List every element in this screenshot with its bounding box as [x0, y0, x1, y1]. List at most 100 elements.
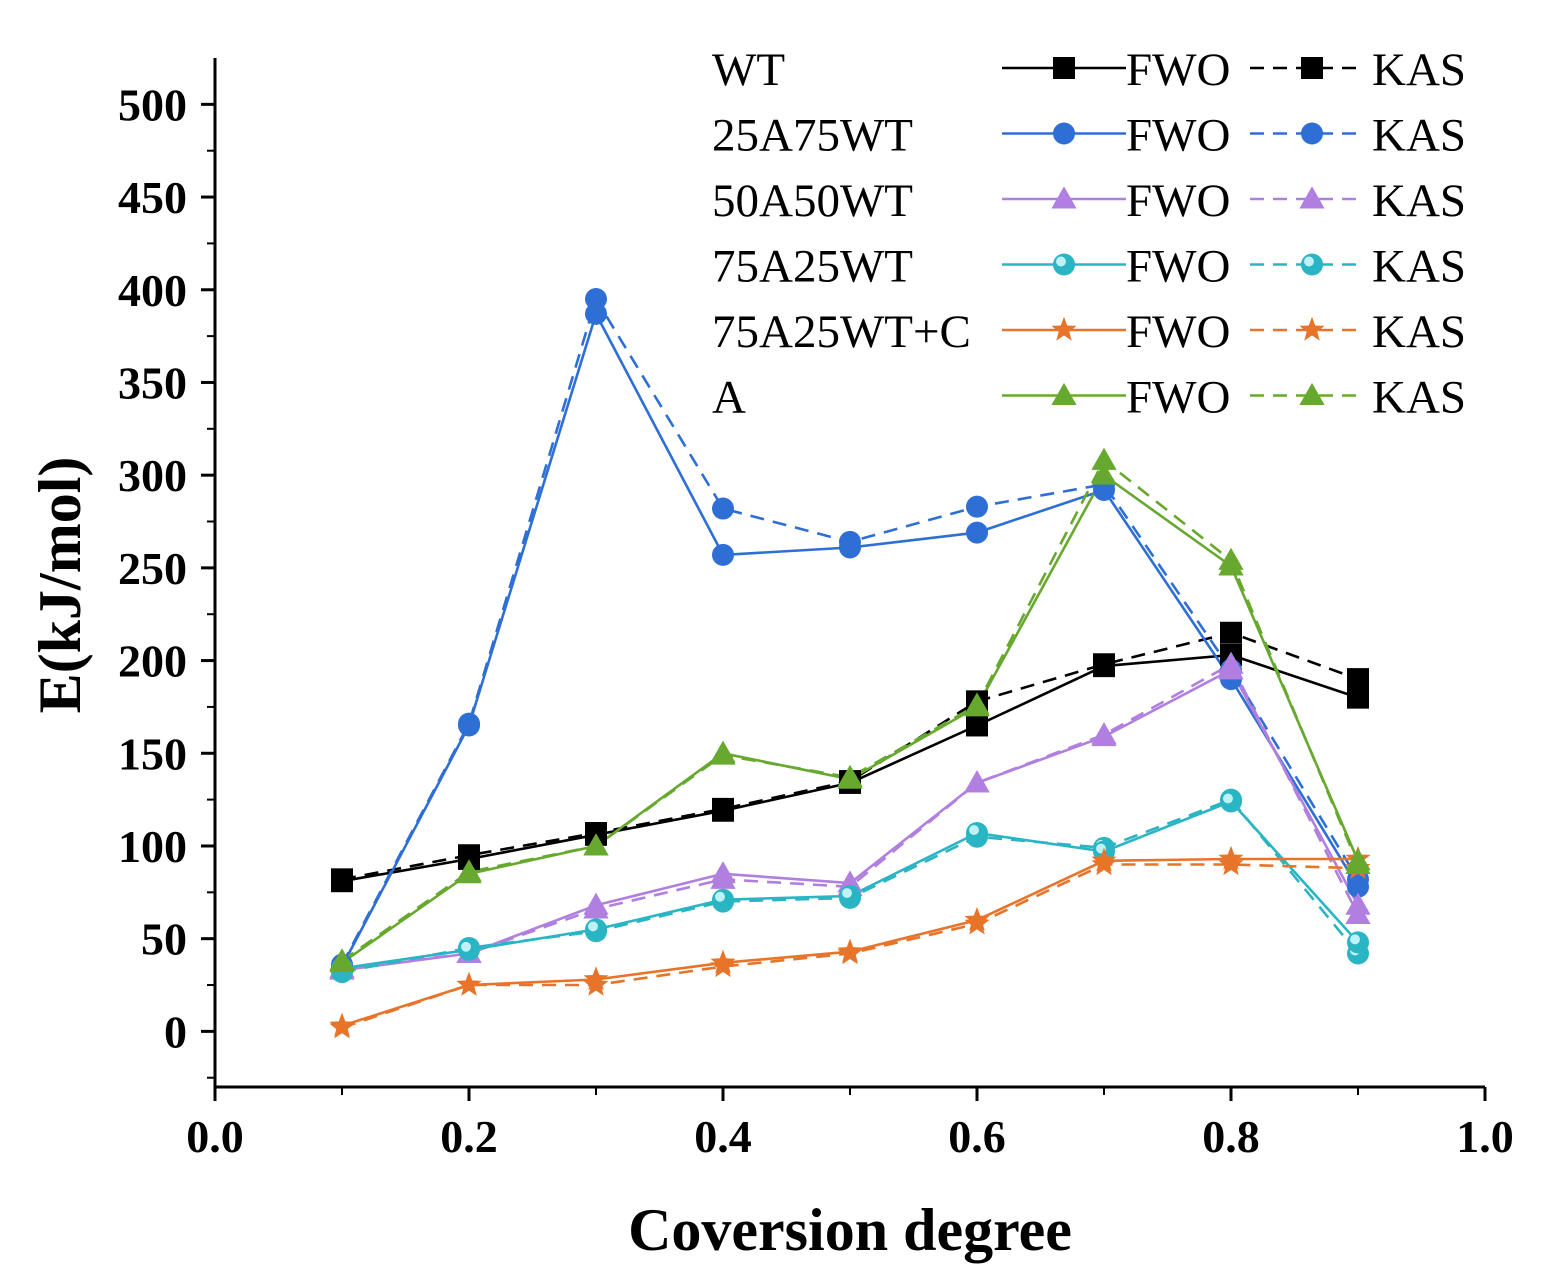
data-point-a-fwo — [710, 740, 736, 763]
x-tick-label: 0.6 — [948, 1111, 1006, 1162]
plot-lines — [340, 297, 1360, 1029]
data-point-75a25wt-c-fwo — [329, 1012, 355, 1037]
data-point-a-fwo — [329, 950, 355, 973]
data-point-wt-fwo — [712, 799, 734, 822]
data-point-75a25wt-c-fwo — [837, 938, 863, 963]
data-point-25a75wt-fwo — [458, 714, 480, 737]
legend-method-fwo: FWO — [1126, 306, 1230, 358]
legend-label-wt: WT — [712, 44, 785, 96]
data-point-wt-fwo — [1347, 686, 1369, 709]
data-point-wt-kas — [1220, 621, 1242, 644]
data-point-75a25wt-c-fwo — [710, 949, 736, 974]
legend-method-fwo: FWO — [1126, 44, 1230, 96]
data-point-wt-fwo — [458, 847, 480, 870]
data-point-75a25wt-c-fwo — [583, 966, 609, 991]
data-point-wt-fwo — [1093, 655, 1115, 678]
legend: WT FWO KAS 25A75WT FWO KAS 50A50WT FWO KAS 75A25W… — [712, 44, 1466, 424]
data-point-75a25wt-c-fwo — [1218, 845, 1244, 870]
legend-method-kas: KAS — [1372, 241, 1466, 293]
y-tick-label: 150 — [118, 728, 187, 779]
data-point-50a50wt-fwo — [837, 870, 863, 893]
series-line-50a50wt-fwo — [341, 668, 1360, 972]
data-point-25a75wt-fwo — [966, 521, 988, 544]
data-point-a-fwo — [456, 861, 482, 884]
legend-method-kas: KAS — [1372, 175, 1466, 227]
plot-markers — [329, 288, 1371, 1039]
legend-marker-fwo — [1053, 253, 1075, 276]
legend-label-50a50wt: 50A50WT — [712, 175, 913, 227]
data-point-75a25wt-fwo — [966, 821, 988, 844]
data-point-50a50wt-fwo — [583, 892, 609, 915]
data-point-25a75wt-fwo — [712, 543, 734, 566]
legend-marker-kas — [1301, 57, 1323, 79]
legend-marker-kas — [1299, 186, 1325, 209]
data-point-25a75wt-kas — [712, 497, 734, 520]
axes: 0.0 0.2 0.4 0.6 0.8 1.0 0 50 100 150 200 250 300 350 4… — [118, 58, 1514, 1162]
legend-method-fwo: FWO — [1126, 110, 1230, 162]
y-tick-label: 450 — [118, 172, 187, 223]
data-point-wt-fwo — [966, 714, 988, 737]
data-point-50a50wt-fwo — [1218, 657, 1244, 680]
legend-label-75a25wt-c: 75A25WT+C — [712, 306, 971, 358]
legend-marker-kas — [1301, 253, 1323, 276]
x-axis-title: Coversion degree — [628, 1197, 1072, 1263]
data-point-75a25wt-fwo — [458, 938, 480, 961]
data-point-50a50wt-fwo — [964, 770, 990, 793]
data-point-a-fwo — [1091, 462, 1117, 485]
legend-method-kas: KAS — [1372, 372, 1466, 424]
x-tick-label: 0.4 — [694, 1111, 752, 1162]
data-point-a-fwo — [583, 833, 609, 856]
y-tick-label: 100 — [118, 821, 187, 872]
y-tick-label: 500 — [118, 79, 187, 130]
data-point-75a25wt-c-fwo — [964, 906, 990, 931]
data-point-25a75wt-fwo — [585, 302, 607, 325]
y-axis-title: E(kJ/mol) — [27, 457, 93, 714]
y-tick-label: 400 — [118, 265, 187, 316]
y-tick-label: 50 — [141, 914, 187, 965]
x-tick-label: 0.8 — [1202, 1111, 1260, 1162]
legend-marker-fwo — [1051, 186, 1077, 209]
data-point-a-fwo — [837, 766, 863, 789]
data-point-75a25wt-c-fwo — [1091, 847, 1117, 872]
data-point-25a75wt-fwo — [839, 536, 861, 559]
legend-label-a: A — [712, 372, 746, 424]
x-tick-label: 0.0 — [186, 1111, 244, 1162]
x-tick-label: 1.0 — [1456, 1111, 1514, 1162]
legend-method-kas: KAS — [1372, 44, 1466, 96]
legend-method-fwo: FWO — [1126, 241, 1230, 293]
legend-method-kas: KAS — [1372, 110, 1466, 162]
y-tick-label: 0 — [164, 1006, 187, 1057]
y-tick-label: 350 — [118, 357, 187, 408]
legend-method-kas: KAS — [1372, 306, 1466, 358]
legend-method-fwo: FWO — [1126, 175, 1230, 227]
legend-marker-kas — [1299, 382, 1325, 405]
legend-method-fwo: FWO — [1126, 372, 1230, 424]
legend-label-75a25wt: 75A25WT — [712, 241, 913, 293]
data-point-a-fwo — [1345, 848, 1371, 871]
legend-marker-fwo — [1051, 382, 1077, 405]
data-point-75a25wt-fwo — [585, 918, 607, 941]
legend-marker-kas — [1299, 316, 1325, 341]
data-point-75a25wt-fwo — [712, 888, 734, 911]
data-point-wt-kas — [1347, 668, 1369, 691]
legend-marker-fwo — [1053, 122, 1075, 145]
data-point-a-fwo — [964, 694, 990, 717]
data-point-75a25wt-fwo — [839, 885, 861, 908]
data-point-a-fwo — [1218, 553, 1244, 576]
series-line-50a50wt-kas — [341, 663, 1360, 970]
x-tick-label: 0.2 — [440, 1111, 498, 1162]
legend-marker-fwo — [1053, 57, 1075, 79]
data-point-50a50wt-fwo — [710, 861, 736, 884]
legend-marker-kas — [1301, 122, 1323, 145]
data-point-75a25wt-fwo — [1220, 790, 1242, 813]
y-tick-label: 300 — [118, 450, 187, 501]
y-tick-label: 200 — [118, 636, 187, 687]
data-point-75a25wt-c-fwo — [456, 971, 482, 996]
legend-label-25a75wt: 25A75WT — [712, 110, 913, 162]
y-tick-label: 250 — [118, 543, 187, 594]
data-point-50a50wt-fwo — [1345, 892, 1371, 915]
data-point-a-kas — [1091, 447, 1117, 470]
data-point-25a75wt-kas — [966, 495, 988, 518]
data-point-50a50wt-fwo — [1091, 723, 1117, 747]
